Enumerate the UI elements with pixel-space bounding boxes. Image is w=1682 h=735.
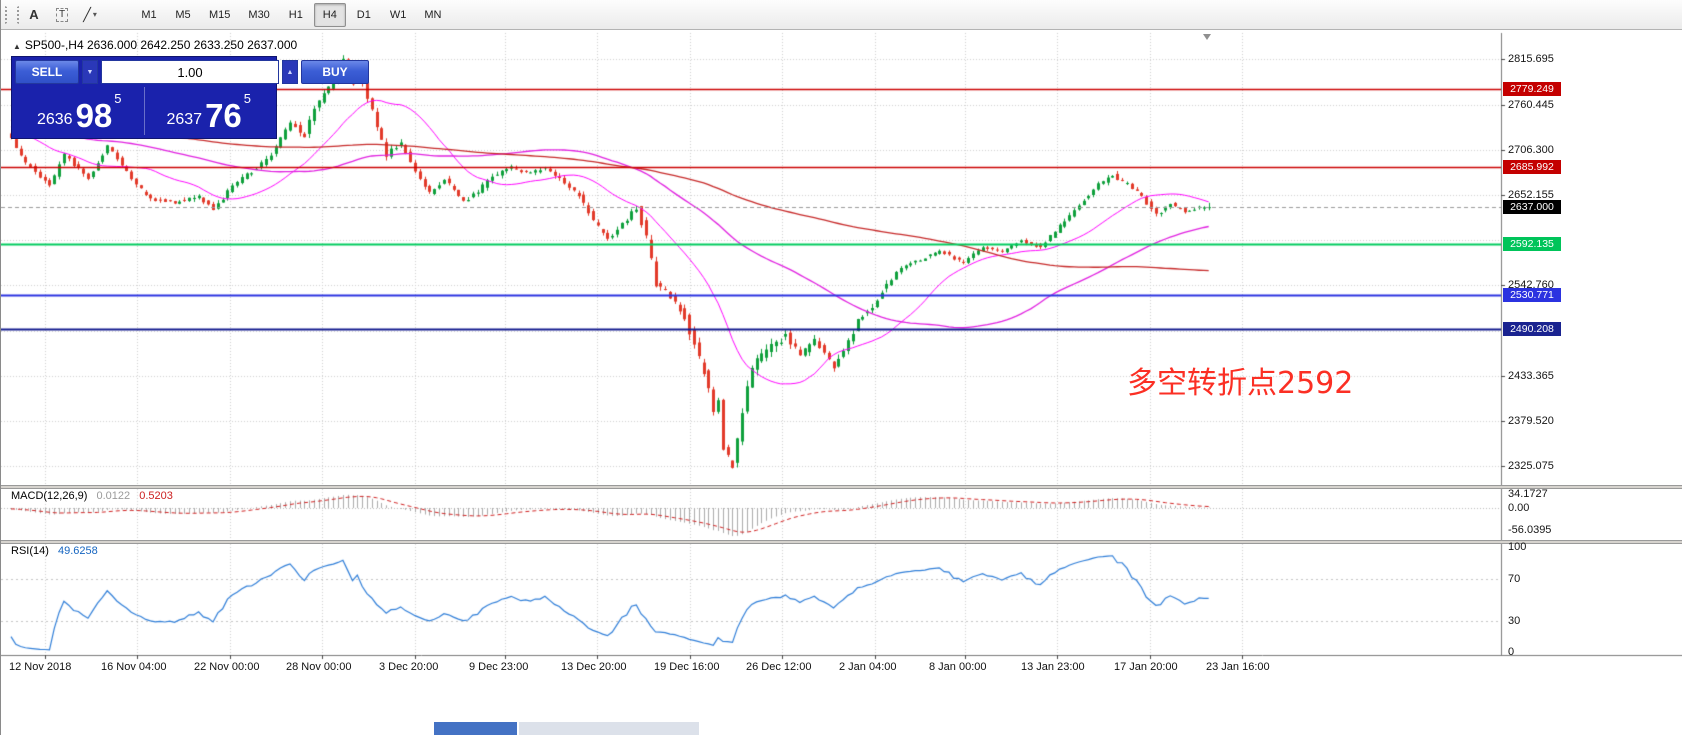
macd-main-value: 0.0122 (96, 490, 131, 502)
text-tool-icon-glyph: T (55, 7, 69, 22)
trade-panel-controls: SELL ▼ ▲ BUY (15, 60, 369, 84)
label-tool-icon[interactable]: A (21, 3, 47, 27)
timeframe-m1[interactable]: M1 (141, 8, 157, 21)
time-axis[interactable]: 12 Nov 2018 16 Nov 04:00 22 Nov 00:00 28 No… (1, 656, 1682, 682)
time-axis-label: 2 Jan 04:00 (839, 661, 897, 673)
level-price-tag: 2530.771 (1503, 288, 1561, 303)
time-axis-label: 8 Jan 00:00 (929, 661, 987, 673)
price-axis-label: 2652.155 (1508, 188, 1554, 201)
rsi-axis-label: 100 (1508, 541, 1527, 553)
time-axis-label: 9 Dec 23:00 (469, 661, 529, 673)
toolbar: A T ╱ ▾ M1 M5 M15 M30 H1 H4 D1 W1 MN (1, 0, 1682, 30)
sell-price-pipette: 5 (114, 91, 122, 106)
level-price-tag: 2779.249 (1503, 82, 1561, 97)
time-axis-label: 12 Nov 2018 (9, 661, 72, 673)
time-axis-label: 19 Dec 16:00 (654, 661, 720, 673)
sell-price-prefix: 2636 (36, 111, 73, 128)
rsi-axis-label: 30 (1508, 614, 1521, 627)
time-axis-label: 17 Jan 20:00 (1114, 661, 1178, 673)
rsi-axis-label: 0 (1508, 646, 1515, 658)
timeframe-group: M1 M5 M15 M30 H1 H4 D1 W1 MN (133, 2, 449, 27)
level-price-tag: 2592.135 (1503, 237, 1561, 252)
tool-group: A T ╱ ▾ (5, 3, 103, 27)
macd-signal-value: 0.5203 (139, 490, 173, 502)
buy-button[interactable]: BUY (301, 60, 369, 84)
chart-shift-marker-icon (1203, 34, 1211, 40)
chart-annotation: 多空转折点2592 (1127, 366, 1354, 401)
sell-button[interactable]: SELL (15, 60, 79, 84)
status-segment-2[interactable] (519, 722, 699, 735)
price-axis-label: 2379.520 (1508, 414, 1554, 427)
rsi-title: RSI(14) (11, 545, 49, 557)
time-axis-label: 16 Nov 04:00 (101, 661, 167, 673)
price-axis-label: 2815.695 (1508, 52, 1554, 65)
sell-price-main: 98 (75, 97, 113, 135)
price-axis[interactable]: 2815.695 2760.445 2706.300 2652.155 2542.760… (1501, 0, 1682, 682)
timeframe-h1[interactable]: H1 (288, 8, 303, 21)
rsi-value: 49.6258 (57, 545, 98, 557)
buy-price-pipette: 5 (243, 91, 252, 106)
price-axis-label: 2760.445 (1508, 98, 1554, 111)
panel-splitter-macd[interactable] (1, 485, 1682, 489)
timeframe-h4[interactable]: H4 (313, 2, 346, 27)
timeframe-m15[interactable]: M15 (209, 8, 231, 21)
macd-title: MACD(12,26,9) (11, 490, 88, 502)
price-axis-label: 2325.075 (1508, 459, 1554, 472)
time-axis-label: 23 Jan 16:00 (1206, 661, 1270, 673)
macd-header: MACD(12,26,9) 0.0122 0.5203 (11, 490, 173, 502)
macd-axis-label: 0.00 (1508, 502, 1530, 514)
rsi-header: RSI(14) 49.6258 (11, 545, 98, 557)
toolbar-grip-icon[interactable] (5, 5, 19, 24)
buy-price-display[interactable]: 2637 76 5 (143, 87, 274, 135)
one-click-trade-panel: SELL ▼ ▲ BUY 2636 98 5 2637 76 5 (11, 56, 369, 139)
buy-price-prefix: 2637 (166, 111, 203, 128)
level-price-tag: 2490.208 (1503, 321, 1561, 336)
time-axis-label: 13 Dec 20:00 (561, 661, 627, 673)
label-tool-icon-glyph: A (29, 7, 39, 22)
status-strip (1, 722, 1682, 735)
price-axis-label: 2433.365 (1508, 370, 1554, 383)
current-price-tag: 2637.000 (1503, 200, 1561, 215)
chart-title: ▲ SP500-,H4 2636.000 2642.250 2633.250 26… (13, 38, 297, 52)
volume-increase-icon[interactable]: ▲ (282, 60, 298, 84)
sell-price-display[interactable]: 2636 98 5 (15, 87, 144, 135)
line-draw-tool-icon[interactable]: ╱ ▾ (77, 3, 103, 27)
line-draw-tool-icon-glyph: ╱ (83, 6, 91, 22)
timeframe-w1[interactable]: W1 (389, 8, 407, 21)
chart-title-text: SP500-,H4 2636.000 2642.250 2633.250 263… (24, 38, 298, 52)
time-axis-label: 26 Dec 12:00 (746, 661, 812, 673)
price-axis-label: 2706.300 (1508, 143, 1554, 156)
timeframe-m5[interactable]: M5 (175, 8, 191, 21)
level-price-tag: 2685.992 (1503, 159, 1561, 174)
panel-splitter-rsi[interactable] (1, 540, 1682, 544)
chart-collapse-icon[interactable]: ▲ (13, 42, 21, 51)
trade-panel-prices: 2636 98 5 2637 76 5 (15, 87, 273, 135)
volume-dropdown-icon[interactable]: ▼ (82, 60, 98, 84)
macd-axis-label: -56.0395 (1508, 524, 1552, 536)
macd-axis-label: 34.1727 (1508, 488, 1548, 500)
status-segment-1[interactable] (434, 722, 517, 735)
time-axis-label: 28 Nov 00:00 (286, 661, 352, 673)
timeframe-d1[interactable]: D1 (356, 8, 371, 21)
rsi-axis-label: 70 (1508, 572, 1521, 585)
buy-price-main: 76 (205, 97, 242, 135)
timeframe-m30[interactable]: M30 (248, 8, 270, 21)
time-axis-label: 22 Nov 00:00 (194, 661, 260, 673)
time-axis-label: 3 Dec 20:00 (379, 661, 439, 673)
timeframe-mn[interactable]: MN (424, 8, 442, 21)
time-axis-label: 13 Jan 23:00 (1021, 661, 1085, 673)
volume-input[interactable] (101, 60, 279, 84)
text-tool-icon[interactable]: T (49, 3, 75, 27)
caret-down-icon: ▾ (92, 10, 97, 19)
